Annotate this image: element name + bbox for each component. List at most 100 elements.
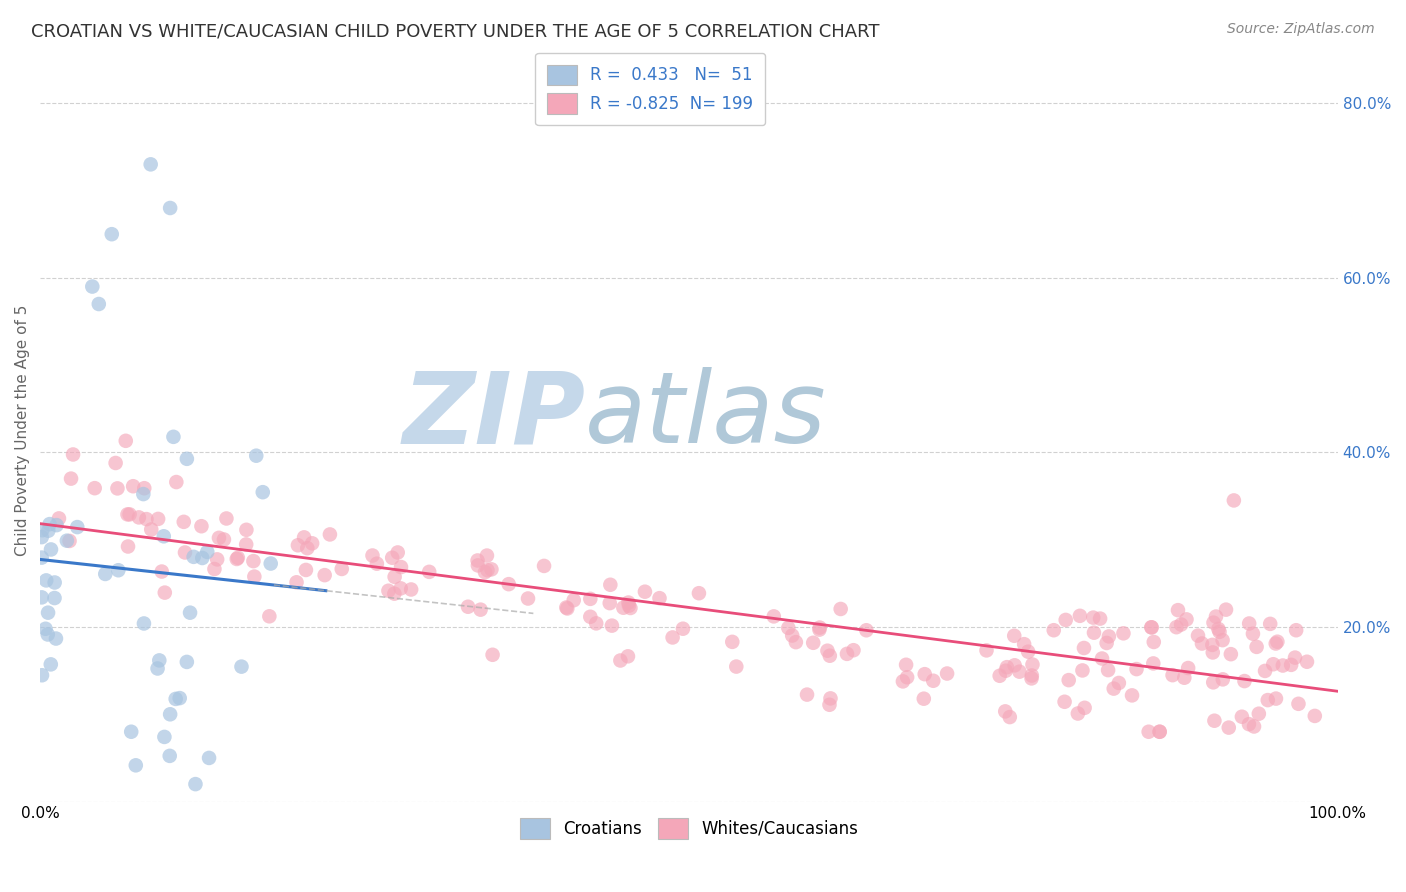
Point — [1212, 633, 1234, 648]
Point — [619, 601, 641, 615]
Point — [481, 562, 503, 576]
Point — [1296, 655, 1319, 669]
Point — [557, 601, 579, 615]
Point — [818, 698, 841, 712]
Point — [159, 707, 181, 722]
Point — [31, 591, 53, 605]
Point — [37, 606, 59, 620]
Point — [617, 649, 640, 664]
Point — [260, 557, 283, 571]
Point — [1246, 640, 1268, 654]
Point — [1091, 651, 1114, 665]
Point — [820, 691, 842, 706]
Point — [45, 632, 67, 646]
Point — [725, 659, 748, 673]
Point — [1218, 721, 1240, 735]
Point — [107, 563, 129, 577]
Point — [936, 666, 959, 681]
Point — [1177, 661, 1199, 675]
Point — [195, 545, 218, 559]
Point — [301, 536, 323, 550]
Point — [609, 653, 631, 667]
Point — [835, 647, 858, 661]
Point — [45, 518, 67, 533]
Point — [1088, 611, 1111, 625]
Point — [830, 602, 852, 616]
Point — [855, 624, 877, 638]
Point — [1205, 609, 1227, 624]
Point — [366, 557, 388, 571]
Point — [842, 643, 865, 657]
Point — [1166, 620, 1188, 634]
Point — [1201, 638, 1223, 652]
Point — [896, 670, 918, 684]
Point — [1204, 714, 1226, 728]
Point — [555, 600, 578, 615]
Text: CROATIAN VS WHITE/CAUCASIAN CHILD POVERTY UNDER THE AGE OF 5 CORRELATION CHART: CROATIAN VS WHITE/CAUCASIAN CHILD POVERT… — [31, 22, 879, 40]
Point — [259, 609, 281, 624]
Point — [184, 777, 207, 791]
Point — [153, 730, 176, 744]
Point — [1208, 622, 1230, 636]
Point — [912, 691, 935, 706]
Point — [87, 297, 110, 311]
Point — [297, 541, 319, 556]
Point — [1012, 637, 1035, 651]
Point — [1112, 626, 1135, 640]
Point — [1243, 719, 1265, 733]
Point — [389, 560, 412, 574]
Point — [141, 523, 163, 537]
Point — [132, 487, 155, 501]
Point — [994, 664, 1017, 678]
Point — [467, 553, 489, 567]
Point — [1097, 663, 1119, 677]
Point — [44, 591, 66, 605]
Legend: Croatians, Whites/Caucasians: Croatians, Whites/Caucasians — [513, 812, 865, 846]
Point — [152, 529, 174, 543]
Point — [1212, 673, 1234, 687]
Point — [1149, 724, 1171, 739]
Point — [117, 508, 139, 522]
Point — [988, 669, 1011, 683]
Point — [617, 599, 640, 613]
Point — [44, 575, 66, 590]
Point — [56, 533, 79, 548]
Point — [34, 622, 56, 636]
Point — [818, 648, 841, 663]
Point — [165, 475, 187, 489]
Point — [599, 578, 621, 592]
Point — [1149, 724, 1171, 739]
Point — [120, 724, 142, 739]
Point — [183, 549, 205, 564]
Point — [474, 565, 496, 579]
Point — [39, 542, 62, 557]
Point — [1271, 658, 1294, 673]
Point — [470, 602, 492, 616]
Point — [148, 653, 170, 667]
Point — [1017, 645, 1039, 659]
Point — [128, 510, 150, 524]
Point — [976, 643, 998, 657]
Point — [314, 568, 336, 582]
Point — [1241, 626, 1264, 640]
Point — [1175, 612, 1198, 626]
Point — [66, 520, 89, 534]
Point — [37, 524, 59, 538]
Point — [146, 512, 169, 526]
Point — [243, 569, 266, 583]
Point — [226, 550, 249, 565]
Point — [817, 643, 839, 657]
Point — [242, 554, 264, 568]
Point — [39, 657, 62, 672]
Y-axis label: Child Poverty Under the Age of 5: Child Poverty Under the Age of 5 — [15, 305, 30, 557]
Point — [1223, 493, 1246, 508]
Point — [1247, 706, 1270, 721]
Text: atlas: atlas — [585, 368, 827, 464]
Point — [399, 582, 422, 597]
Point — [1067, 706, 1090, 721]
Point — [1142, 657, 1164, 671]
Point — [688, 586, 710, 600]
Point — [894, 657, 917, 672]
Point — [1069, 608, 1091, 623]
Point — [389, 582, 412, 596]
